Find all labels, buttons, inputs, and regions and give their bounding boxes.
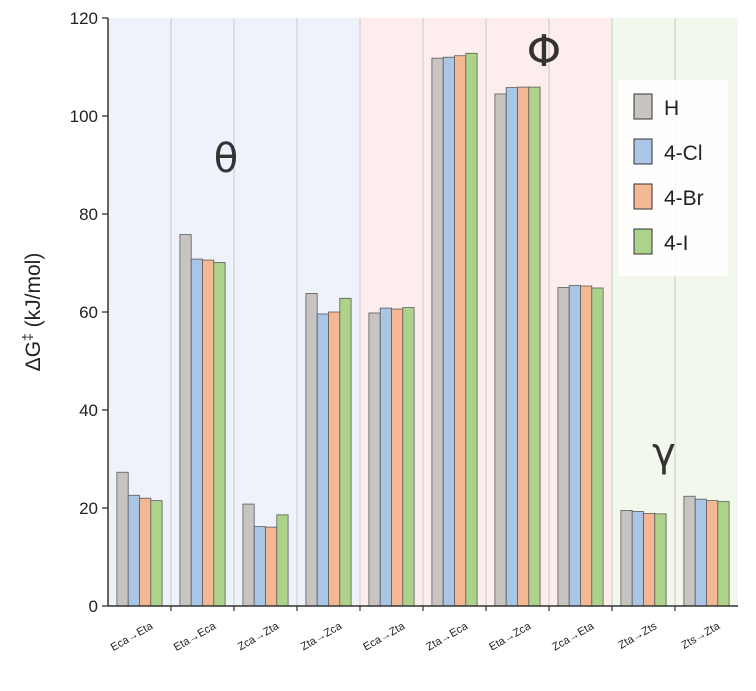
- bar-4-cl-8: [631, 511, 644, 607]
- legend-label-4-cl: 4-Cl: [664, 142, 703, 165]
- legend-label-4-br: 4-Br: [664, 187, 704, 210]
- y-tick-label-80: 80: [79, 205, 98, 224]
- bar-4-cl-5: [442, 56, 455, 607]
- bars: [116, 52, 730, 607]
- legend-swatch-4-br: [633, 183, 653, 210]
- bar-4-br-7: [580, 285, 593, 607]
- y-axis-title: ΔG‡ (kJ/mol): [19, 253, 45, 372]
- y-tick-label-120: 120: [70, 9, 98, 28]
- x-category-label-9: Zts→Zta: [679, 620, 722, 652]
- x-category-label-8: Zta→Zts: [616, 620, 659, 652]
- legend: H 4-Cl 4-Br 4-I: [618, 80, 728, 276]
- bar-4-i-1: [213, 262, 226, 607]
- y-tick-label-20: 20: [79, 499, 98, 518]
- bar-h-0: [116, 471, 129, 607]
- y-tick-label-100: 100: [70, 107, 98, 126]
- bar-4-br-6: [517, 86, 530, 607]
- bar-4-i-9: [717, 501, 730, 607]
- axes: [102, 17, 738, 611]
- x-category-label-4: Eca→Zta: [361, 620, 407, 654]
- bar-4-br-4: [391, 308, 404, 607]
- bar-4-br-3: [328, 311, 341, 607]
- legend-swatch-h: [633, 93, 653, 120]
- x-category-labels: Eca→Eta Eta→Eca Zca→Zta Zta→Zca Eca→Zta Zta→E…: [109, 620, 723, 654]
- legend-swatch-4-i: [633, 228, 653, 255]
- y-axis-title-prefix: ΔG: [22, 341, 45, 371]
- bar-4-br-0: [139, 497, 152, 607]
- bar-h-5: [431, 57, 444, 607]
- bar-h-4: [368, 312, 381, 607]
- y-axis-title-sup: ‡: [19, 333, 35, 341]
- bar-h-1: [179, 234, 192, 607]
- bar-h-8: [620, 510, 633, 607]
- y-tick-label-60: 60: [79, 303, 98, 322]
- bar-4-br-5: [454, 55, 467, 607]
- y-tick-label-40: 40: [79, 401, 98, 420]
- bar-4-i-0: [150, 500, 163, 607]
- y-tick-label-0: 0: [89, 597, 98, 616]
- bar-4-cl-6: [505, 87, 518, 607]
- x-category-label-1: Eta→Eca: [172, 620, 219, 654]
- bar-h-9: [683, 495, 696, 607]
- bar-4-i-2: [276, 514, 289, 607]
- bar-4-br-8: [643, 512, 656, 607]
- y-axis-title-suffix: (kJ/mol): [22, 253, 45, 334]
- region-label-2: γ: [652, 430, 676, 476]
- bar-4-i-4: [402, 307, 415, 607]
- bar-4-i-3: [339, 297, 352, 607]
- category-separators: [170, 18, 676, 606]
- bar-4-cl-1: [190, 258, 203, 607]
- bar-4-cl-9: [694, 498, 707, 607]
- bar-4-cl-7: [568, 285, 581, 607]
- x-category-label-2: Zca→Zta: [236, 620, 282, 653]
- bar-4-br-2: [265, 526, 278, 607]
- bar-h-2: [242, 503, 255, 607]
- bar-4-i-7: [591, 287, 604, 607]
- bar-4-cl-4: [379, 307, 392, 607]
- y-tick-labels: 0 20 40 60 80 100 120: [70, 9, 98, 616]
- bar-4-br-1: [202, 259, 215, 607]
- bar-4-cl-0: [127, 494, 140, 607]
- bar-4-i-6: [528, 86, 541, 607]
- x-category-label-3: Zta→Zca: [299, 620, 345, 653]
- region-label-0: θ: [214, 136, 238, 182]
- bar-4-br-9: [706, 500, 719, 607]
- legend-label-h: H: [664, 97, 679, 120]
- legend-swatch-4-cl: [633, 138, 653, 165]
- x-category-label-7: Zca→Eta: [550, 620, 596, 654]
- bar-h-7: [557, 287, 570, 607]
- bar-4-i-5: [465, 52, 478, 607]
- bar-4-i-8: [654, 513, 667, 607]
- bar-4-cl-3: [316, 313, 329, 607]
- region-label-1: Φ: [527, 26, 562, 77]
- x-category-label-5: Zta→Eca: [424, 620, 470, 654]
- bar-h-3: [305, 292, 318, 607]
- x-category-label-6: Eta→Zca: [487, 620, 533, 654]
- region-labels: θ Φγ: [214, 26, 676, 476]
- x-category-label-0: Eca→Eta: [109, 620, 156, 654]
- legend-label-4-i: 4-I: [664, 232, 689, 255]
- bar-4-cl-2: [253, 526, 266, 607]
- bar-h-6: [494, 93, 507, 607]
